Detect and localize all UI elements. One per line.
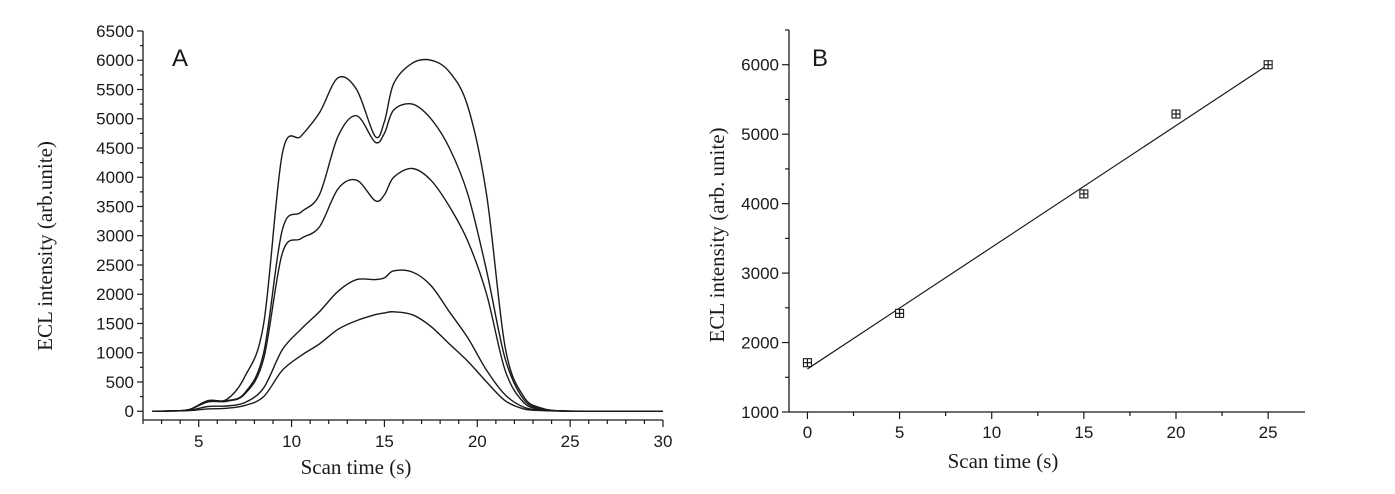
- panel-b-ticks: 1000 2000 3000 4000 5000 6000 0 5 10 15 20 25: [741, 29, 1305, 442]
- panel-b-y-tick-label: 5000: [741, 125, 779, 144]
- panel-a-y-tick-label: 4000: [96, 168, 134, 187]
- panel-a-y-tick-label: 0: [125, 402, 134, 421]
- panel-a-x-tick-label: 15: [375, 432, 394, 451]
- panel-a-y-tick-label: 500: [106, 373, 134, 392]
- panel-a-series-line-5: [152, 58, 664, 412]
- panel-a-x-tick-label: 20: [468, 432, 487, 451]
- panel-b-marks: [802, 60, 1273, 370]
- panel-b-x-tick-label: 15: [1074, 423, 1093, 442]
- panel-a-x-axis-title: Scan time (s): [301, 455, 412, 479]
- panel-b-data-point: [1171, 109, 1181, 119]
- panel-b-data-point: [802, 358, 812, 368]
- panel-a-series-line-2: [152, 269, 664, 412]
- panel-b-y-tick-label: 1000: [741, 403, 779, 422]
- panel-b-y-tick-label: 2000: [741, 334, 779, 353]
- panel-b-x-axis-title: Scan time (s): [948, 449, 1059, 473]
- panel-a-y-tick-label: 1000: [96, 344, 134, 363]
- panel-a-y-axis-title: ECL intensity (arb.unite): [33, 141, 57, 351]
- panel-a-ticks: 0 500 1000 1500 2000 2500 3000 3500 4000 4500 5000…: [96, 22, 672, 451]
- panel-b-y-tick-label: 3000: [741, 264, 779, 283]
- panel-a-series-line-3: [152, 167, 664, 412]
- panel-b-fit-line: [807, 64, 1269, 370]
- panel-a-y-tick-label: 5500: [96, 80, 134, 99]
- panel-a-x-tick-label: 25: [561, 432, 580, 451]
- panel-b-y-tick-label: 6000: [741, 56, 779, 75]
- panel-a-y-tick-label: 3500: [96, 197, 134, 216]
- panel-a-x-tick-label: 5: [194, 432, 203, 451]
- panel-b-x-tick-label: 25: [1259, 423, 1278, 442]
- panel-b-x-tick-label: 5: [895, 423, 904, 442]
- panel-a-series-line-4: [152, 103, 664, 412]
- panel-a-y-tick-label: 6000: [96, 51, 134, 70]
- panel-b: 1000 2000 3000 4000 5000 6000 0 5 10 15 20 25 B Sca…: [705, 29, 1305, 473]
- panel-a-y-tick-label: 2500: [96, 256, 134, 275]
- panel-a-y-tick-label: 3000: [96, 227, 134, 246]
- panel-a-x-tick-label: 30: [654, 432, 673, 451]
- panel-b-data-point: [1079, 189, 1089, 199]
- panel-a-label: A: [172, 45, 188, 72]
- panel-a-y-tick-label: 2000: [96, 285, 134, 304]
- panel-b-x-tick-label: 10: [982, 423, 1001, 442]
- panel-a-y-tick-label: 6500: [96, 22, 134, 41]
- panel-b-label: B: [812, 45, 828, 72]
- panel-a-y-tick-label: 1500: [96, 314, 134, 333]
- panel-b-x-tick-label: 20: [1167, 423, 1186, 442]
- panel-b-x-tick-label: 0: [803, 423, 812, 442]
- panel-b-data-point: [1263, 60, 1273, 70]
- panel-a-curves: [152, 58, 664, 412]
- panel-b-y-axis-title: ECL intensity (arb. unite): [705, 127, 729, 342]
- panel-a-series-line-1: [152, 311, 664, 412]
- panel-a: 0 500 1000 1500 2000 2500 3000 3500 4000 4500 5000…: [33, 22, 672, 479]
- panel-b-data-point: [895, 308, 905, 318]
- panel-b-y-tick-label: 4000: [741, 195, 779, 214]
- panel-a-y-tick-label: 5000: [96, 110, 134, 129]
- panel-a-y-tick-label: 4500: [96, 139, 134, 158]
- panel-a-x-tick-label: 10: [282, 432, 301, 451]
